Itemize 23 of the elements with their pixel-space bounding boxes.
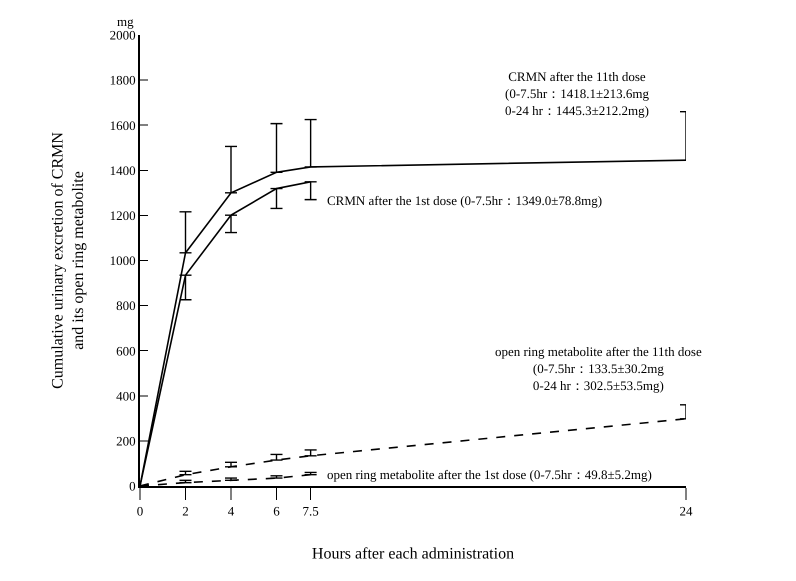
y-tick-label: 1600 (110, 118, 136, 133)
x-axis-title: Hours after each administration (312, 546, 514, 563)
x-tick-label: 2 (182, 503, 189, 518)
y-tick-label: 1800 (110, 72, 136, 88)
y-tick-label: 1200 (110, 208, 136, 223)
x-tick-label: 7.5 (302, 503, 319, 518)
y-tick-label: 400 (116, 388, 136, 404)
y-axis-title: Cumulative urinary excretion of CRMN and its open ring metabolite (49, 132, 88, 389)
annotation: open ring metabolite after the 11th dose (0-7.5hr：133.5±30.2mg 0-24 hr：302.5±53.5mg) (495, 344, 702, 393)
annotation: open ring metabolite after the 1st dose (0-7.5hr：49.8±5.2mg) (327, 467, 652, 482)
y-tick-label: 1000 (110, 253, 136, 268)
annotation: CRMN after the 1st dose (0-7.5hr：1349.0±78.8mg) (327, 193, 602, 208)
y-tick-label: 0 (129, 478, 136, 494)
x-tick-label: 24 (680, 503, 693, 518)
annotation: CRMN after the 11th dose (0-7.5hr：1418.1±213.6mg 0-24 hr：1445.3±212.2mg) (505, 69, 650, 118)
y-tick-label: 200 (116, 433, 136, 448)
y-tick-label: 1400 (110, 162, 136, 178)
y-tick-label: 2000 (110, 28, 136, 43)
y-tick-label: 800 (116, 298, 136, 314)
y-tick-label: 600 (116, 343, 136, 358)
x-tick-label: 4 (228, 503, 235, 518)
text: mg (117, 14, 134, 29)
x-tick-label: 6 (273, 503, 280, 518)
